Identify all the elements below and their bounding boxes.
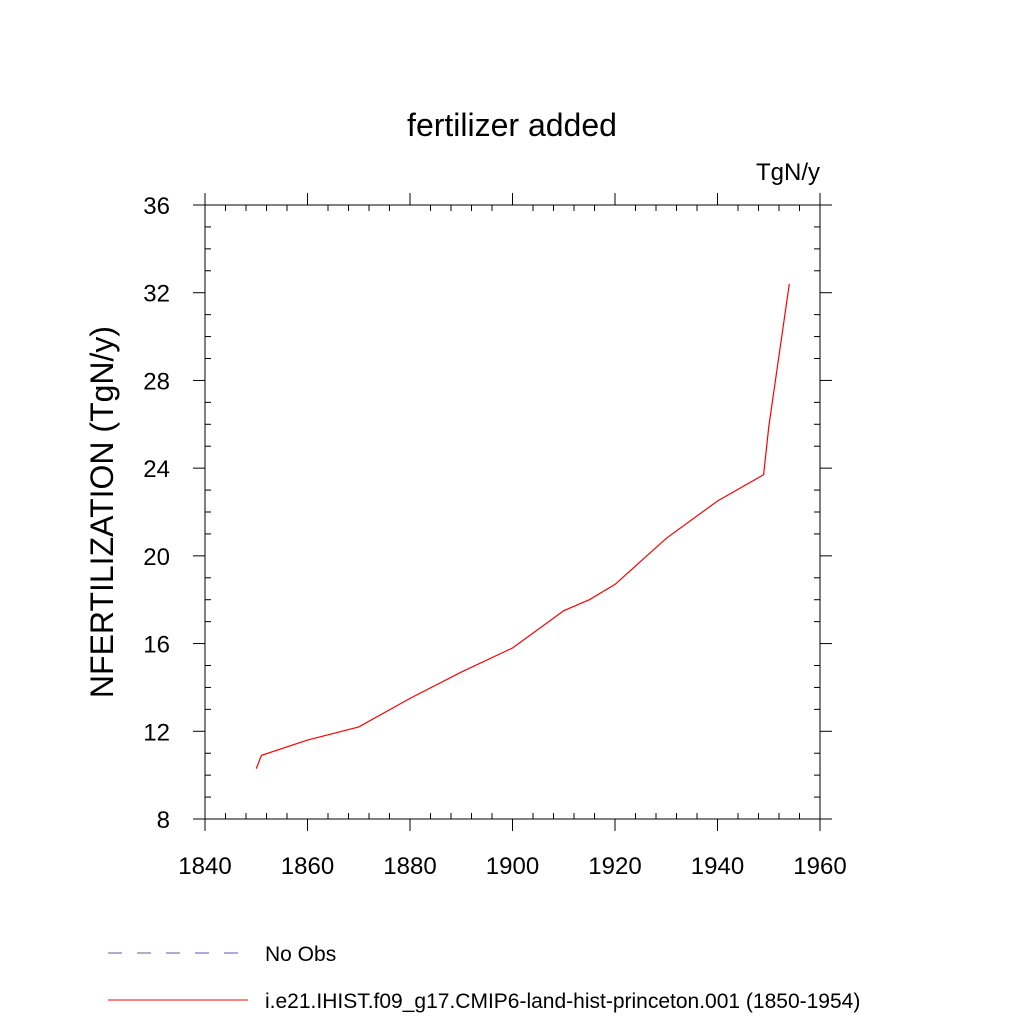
series-line bbox=[255, 283, 790, 769]
units-label: TgN/y bbox=[756, 159, 820, 186]
x-tick-label: 1860 bbox=[281, 853, 334, 880]
y-tick-label: 36 bbox=[143, 193, 170, 220]
x-tick-label: 1940 bbox=[691, 853, 744, 880]
x-tick-label: 1920 bbox=[588, 853, 641, 880]
x-tick-label: 1900 bbox=[486, 853, 539, 880]
legend: No Obs i.e21.IHIST.f09_g17.CMIP6-land-his… bbox=[108, 943, 860, 1013]
y-tick-label: 16 bbox=[143, 632, 170, 659]
y-tick-label: 28 bbox=[143, 368, 170, 395]
x-tick-label: 1880 bbox=[383, 853, 436, 880]
y-tick-label: 20 bbox=[143, 544, 170, 571]
chart-title: fertilizer added bbox=[407, 107, 617, 143]
y-tick-label: 8 bbox=[157, 807, 170, 834]
axis-tick-labels: 1840 1860 1880 1900 1920 1940 1960 8 12 16 20 24 28 3… bbox=[143, 193, 846, 880]
legend-label: i.e21.IHIST.f09_g17.CMIP6-land-hist-prin… bbox=[265, 990, 860, 1013]
series-layer bbox=[255, 283, 790, 769]
x-tick-label: 1960 bbox=[793, 853, 846, 880]
axis-ticks bbox=[193, 193, 832, 831]
y-tick-label: 32 bbox=[143, 281, 170, 308]
y-tick-label: 12 bbox=[143, 719, 170, 746]
x-tick-label: 1840 bbox=[178, 853, 231, 880]
y-axis-label: NFERTILIZATION (TgN/y) bbox=[84, 326, 120, 698]
y-tick-label: 24 bbox=[143, 456, 170, 483]
plot-frame bbox=[204, 204, 821, 820]
legend-label: No Obs bbox=[265, 943, 336, 966]
